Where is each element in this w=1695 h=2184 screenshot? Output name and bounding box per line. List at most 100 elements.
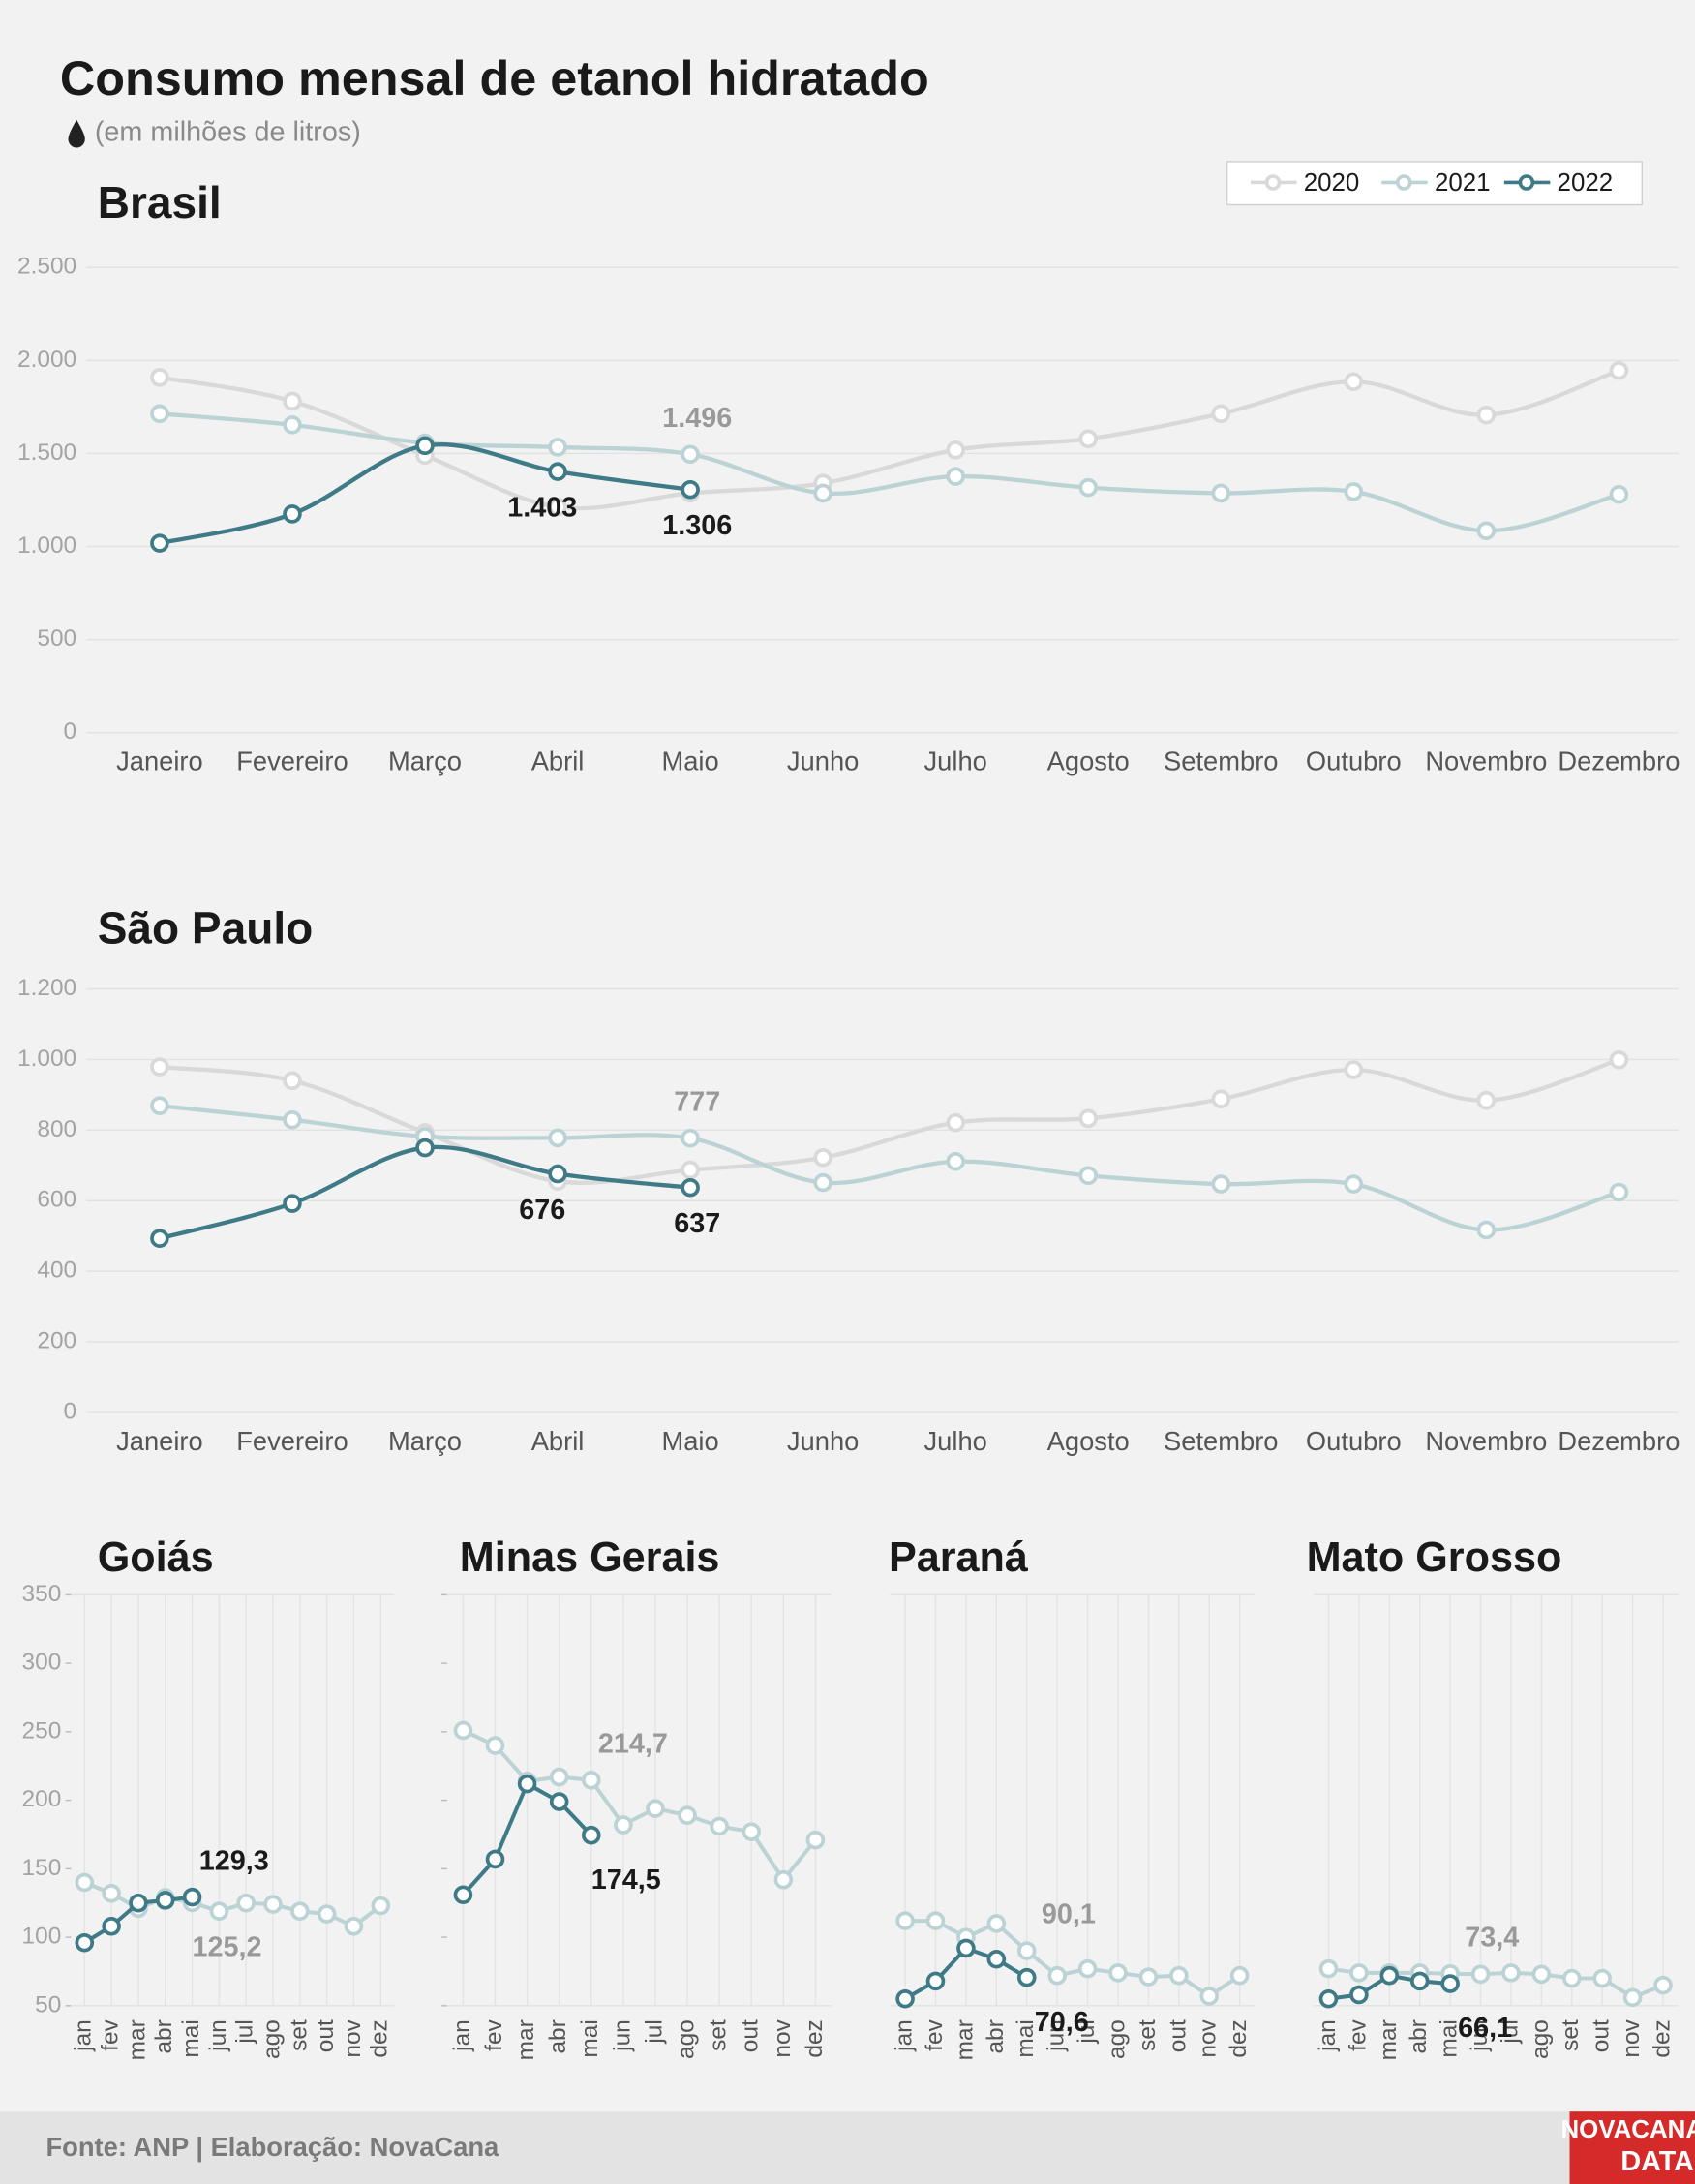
y-tick-label: 150 — [22, 1855, 62, 1881]
point — [925, 1911, 946, 1930]
x-tick-label: mar — [952, 2019, 978, 2060]
x-tick-label: fev — [481, 2018, 507, 2050]
point — [1318, 1958, 1339, 1979]
x-tick-label: set — [1558, 2019, 1584, 2051]
x-tick-label: jun — [1467, 2019, 1493, 2052]
point — [209, 1901, 229, 1921]
x-tick-label: mar — [513, 2019, 539, 2060]
point — [1344, 1060, 1364, 1079]
chart-title: Goiás — [98, 1534, 214, 1581]
point — [813, 1147, 832, 1168]
x-tick-label: out — [313, 2019, 339, 2052]
point — [548, 438, 567, 457]
x-tick-label: fev — [922, 2018, 948, 2050]
point — [283, 1071, 302, 1091]
x-tick-label: Janeiro — [116, 746, 203, 776]
chart-title: Minas Gerais — [460, 1534, 720, 1581]
value-label: 676 — [519, 1195, 565, 1226]
point — [1047, 1965, 1067, 1986]
point — [1078, 429, 1099, 449]
point — [681, 1160, 700, 1180]
x-tick-label: Julho — [924, 1426, 987, 1456]
point — [1622, 1987, 1643, 2008]
logo-text: DATA — [1620, 2146, 1694, 2177]
point — [150, 404, 169, 424]
point — [1016, 1941, 1037, 1960]
point — [1440, 1974, 1460, 1993]
x-tick-label: Dezembro — [1558, 746, 1680, 776]
y-tick-label: 0 — [64, 718, 77, 744]
footer-band — [0, 2111, 1695, 2184]
point — [1409, 1971, 1430, 1991]
point — [678, 1805, 697, 1825]
point — [1476, 521, 1497, 541]
x-tick-label: dez — [367, 2019, 393, 2057]
x-tick-label: nov — [340, 2018, 366, 2057]
x-tick-label: ago — [1528, 2019, 1554, 2059]
value-label: 73,4 — [1465, 1922, 1519, 1953]
point — [517, 1774, 537, 1794]
point — [548, 462, 567, 481]
x-tick-label: jan — [1315, 2019, 1341, 2052]
point — [1592, 1968, 1612, 1988]
x-tick-label: Março — [388, 1426, 462, 1456]
x-tick-label: nov — [770, 2018, 796, 2057]
x-tick-label: Agosto — [1047, 746, 1130, 776]
point — [1077, 1958, 1098, 1979]
point — [1470, 1964, 1491, 1985]
x-tick-label: mai — [178, 2019, 204, 2057]
x-tick-label: nov — [1619, 2018, 1645, 2057]
y-tick-label: 300 — [22, 1650, 62, 1676]
point — [1211, 1089, 1231, 1109]
point — [1609, 360, 1629, 380]
y-tick-label: 600 — [37, 1187, 76, 1213]
point — [1609, 1050, 1629, 1070]
x-tick-label: Junho — [787, 1426, 859, 1456]
x-tick-label: abr — [983, 2019, 1009, 2053]
point — [925, 1971, 946, 1991]
value-label: 66,1 — [1458, 2013, 1512, 2044]
x-tick-label: ago — [258, 2019, 285, 2059]
point — [805, 1830, 826, 1850]
value-label: 129,3 — [199, 1845, 269, 1876]
x-tick-label: Março — [388, 746, 462, 776]
y-tick-label: 500 — [37, 625, 76, 652]
point — [283, 1109, 302, 1130]
x-tick-label: set — [706, 2019, 732, 2051]
logo-text: NOVACANA — [1560, 2116, 1695, 2143]
point — [102, 1916, 121, 1936]
point — [548, 1164, 567, 1184]
point — [1211, 1174, 1231, 1194]
x-tick-label: Outubro — [1306, 746, 1402, 776]
point — [415, 1138, 435, 1158]
point — [1318, 1988, 1339, 2009]
point — [614, 1815, 633, 1835]
legend-label: 2021 — [1435, 169, 1491, 197]
x-tick-label: Novembro — [1425, 746, 1547, 776]
y-tick-label: 200 — [37, 1327, 76, 1353]
point — [813, 1172, 832, 1193]
page-title: Consumo mensal de etanol hidratado — [60, 50, 929, 106]
point — [813, 483, 832, 503]
point — [1349, 1985, 1369, 2005]
x-tick-label: fev — [1345, 2018, 1371, 2050]
point — [1653, 1975, 1673, 1995]
point — [681, 479, 700, 500]
point — [1344, 482, 1364, 501]
x-tick-label: Fevereiro — [236, 746, 348, 776]
point — [1344, 372, 1364, 392]
x-tick-label: ago — [1104, 2019, 1130, 2059]
value-label: 90,1 — [1042, 1899, 1096, 1930]
point — [453, 1885, 473, 1905]
point — [415, 436, 435, 456]
point — [150, 1057, 169, 1077]
x-tick-label: dez — [1649, 2019, 1675, 2057]
x-tick-label: Maio — [661, 1426, 718, 1456]
x-tick-label: fev — [98, 2018, 124, 2050]
y-tick-label: 0 — [64, 1398, 77, 1424]
point — [1138, 1967, 1159, 1987]
y-tick-label: 2.500 — [17, 254, 76, 280]
chart: Mato Grosso jan fev mar abr mai jun jul ago set ou… — [1307, 1534, 1679, 2060]
chart: Paraná jan fev mar abr mai jun jul ago set out nov d… — [889, 1534, 1256, 2060]
